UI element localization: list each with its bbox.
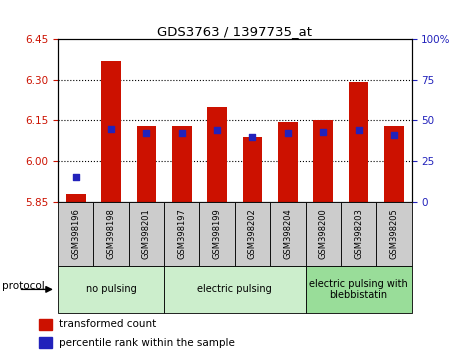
Text: GSM398202: GSM398202 [248, 208, 257, 259]
Text: electric pulsing: electric pulsing [198, 284, 272, 295]
Bar [93, 202, 129, 266]
Bar [270, 202, 306, 266]
Text: electric pulsing with
blebbistatin: electric pulsing with blebbistatin [309, 279, 408, 300]
Text: transformed count: transformed count [60, 319, 157, 329]
Bar [207, 107, 227, 202]
Bar [349, 82, 368, 202]
Point [213, 127, 221, 133]
Bar [39, 337, 52, 348]
Text: GSM398201: GSM398201 [142, 208, 151, 259]
Text: GSM398203: GSM398203 [354, 208, 363, 259]
Bar [58, 202, 93, 266]
Bar [164, 266, 306, 313]
Point [319, 129, 327, 135]
Bar [199, 202, 235, 266]
Point [355, 127, 362, 133]
Bar [164, 202, 199, 266]
Point [143, 131, 150, 136]
Bar [172, 126, 192, 202]
Bar [101, 61, 121, 202]
Point [107, 126, 115, 131]
Bar [39, 319, 52, 330]
Text: GSM398204: GSM398204 [283, 208, 292, 259]
Text: no pulsing: no pulsing [86, 284, 137, 295]
Text: GSM398198: GSM398198 [106, 208, 116, 259]
Point [249, 134, 256, 139]
Text: GSM398199: GSM398199 [213, 208, 222, 259]
Text: GSM398205: GSM398205 [389, 208, 399, 259]
Bar [306, 202, 341, 266]
Bar [278, 122, 298, 202]
Bar [235, 202, 270, 266]
Title: GDS3763 / 1397735_at: GDS3763 / 1397735_at [157, 25, 312, 38]
Bar [58, 266, 164, 313]
Bar [243, 137, 262, 202]
Text: GSM398196: GSM398196 [71, 208, 80, 259]
Bar [129, 202, 164, 266]
Bar [313, 120, 333, 202]
Point [284, 131, 292, 136]
Text: GSM398200: GSM398200 [319, 208, 328, 259]
Text: protocol: protocol [2, 281, 45, 291]
Bar [384, 126, 404, 202]
Bar [306, 266, 412, 313]
Text: GSM398197: GSM398197 [177, 208, 186, 259]
Bar [376, 202, 412, 266]
Bar [137, 126, 156, 202]
Bar [66, 194, 86, 202]
Point [178, 131, 186, 136]
Bar [341, 202, 376, 266]
Point [390, 132, 398, 138]
Text: percentile rank within the sample: percentile rank within the sample [60, 338, 235, 348]
Point [72, 175, 80, 180]
